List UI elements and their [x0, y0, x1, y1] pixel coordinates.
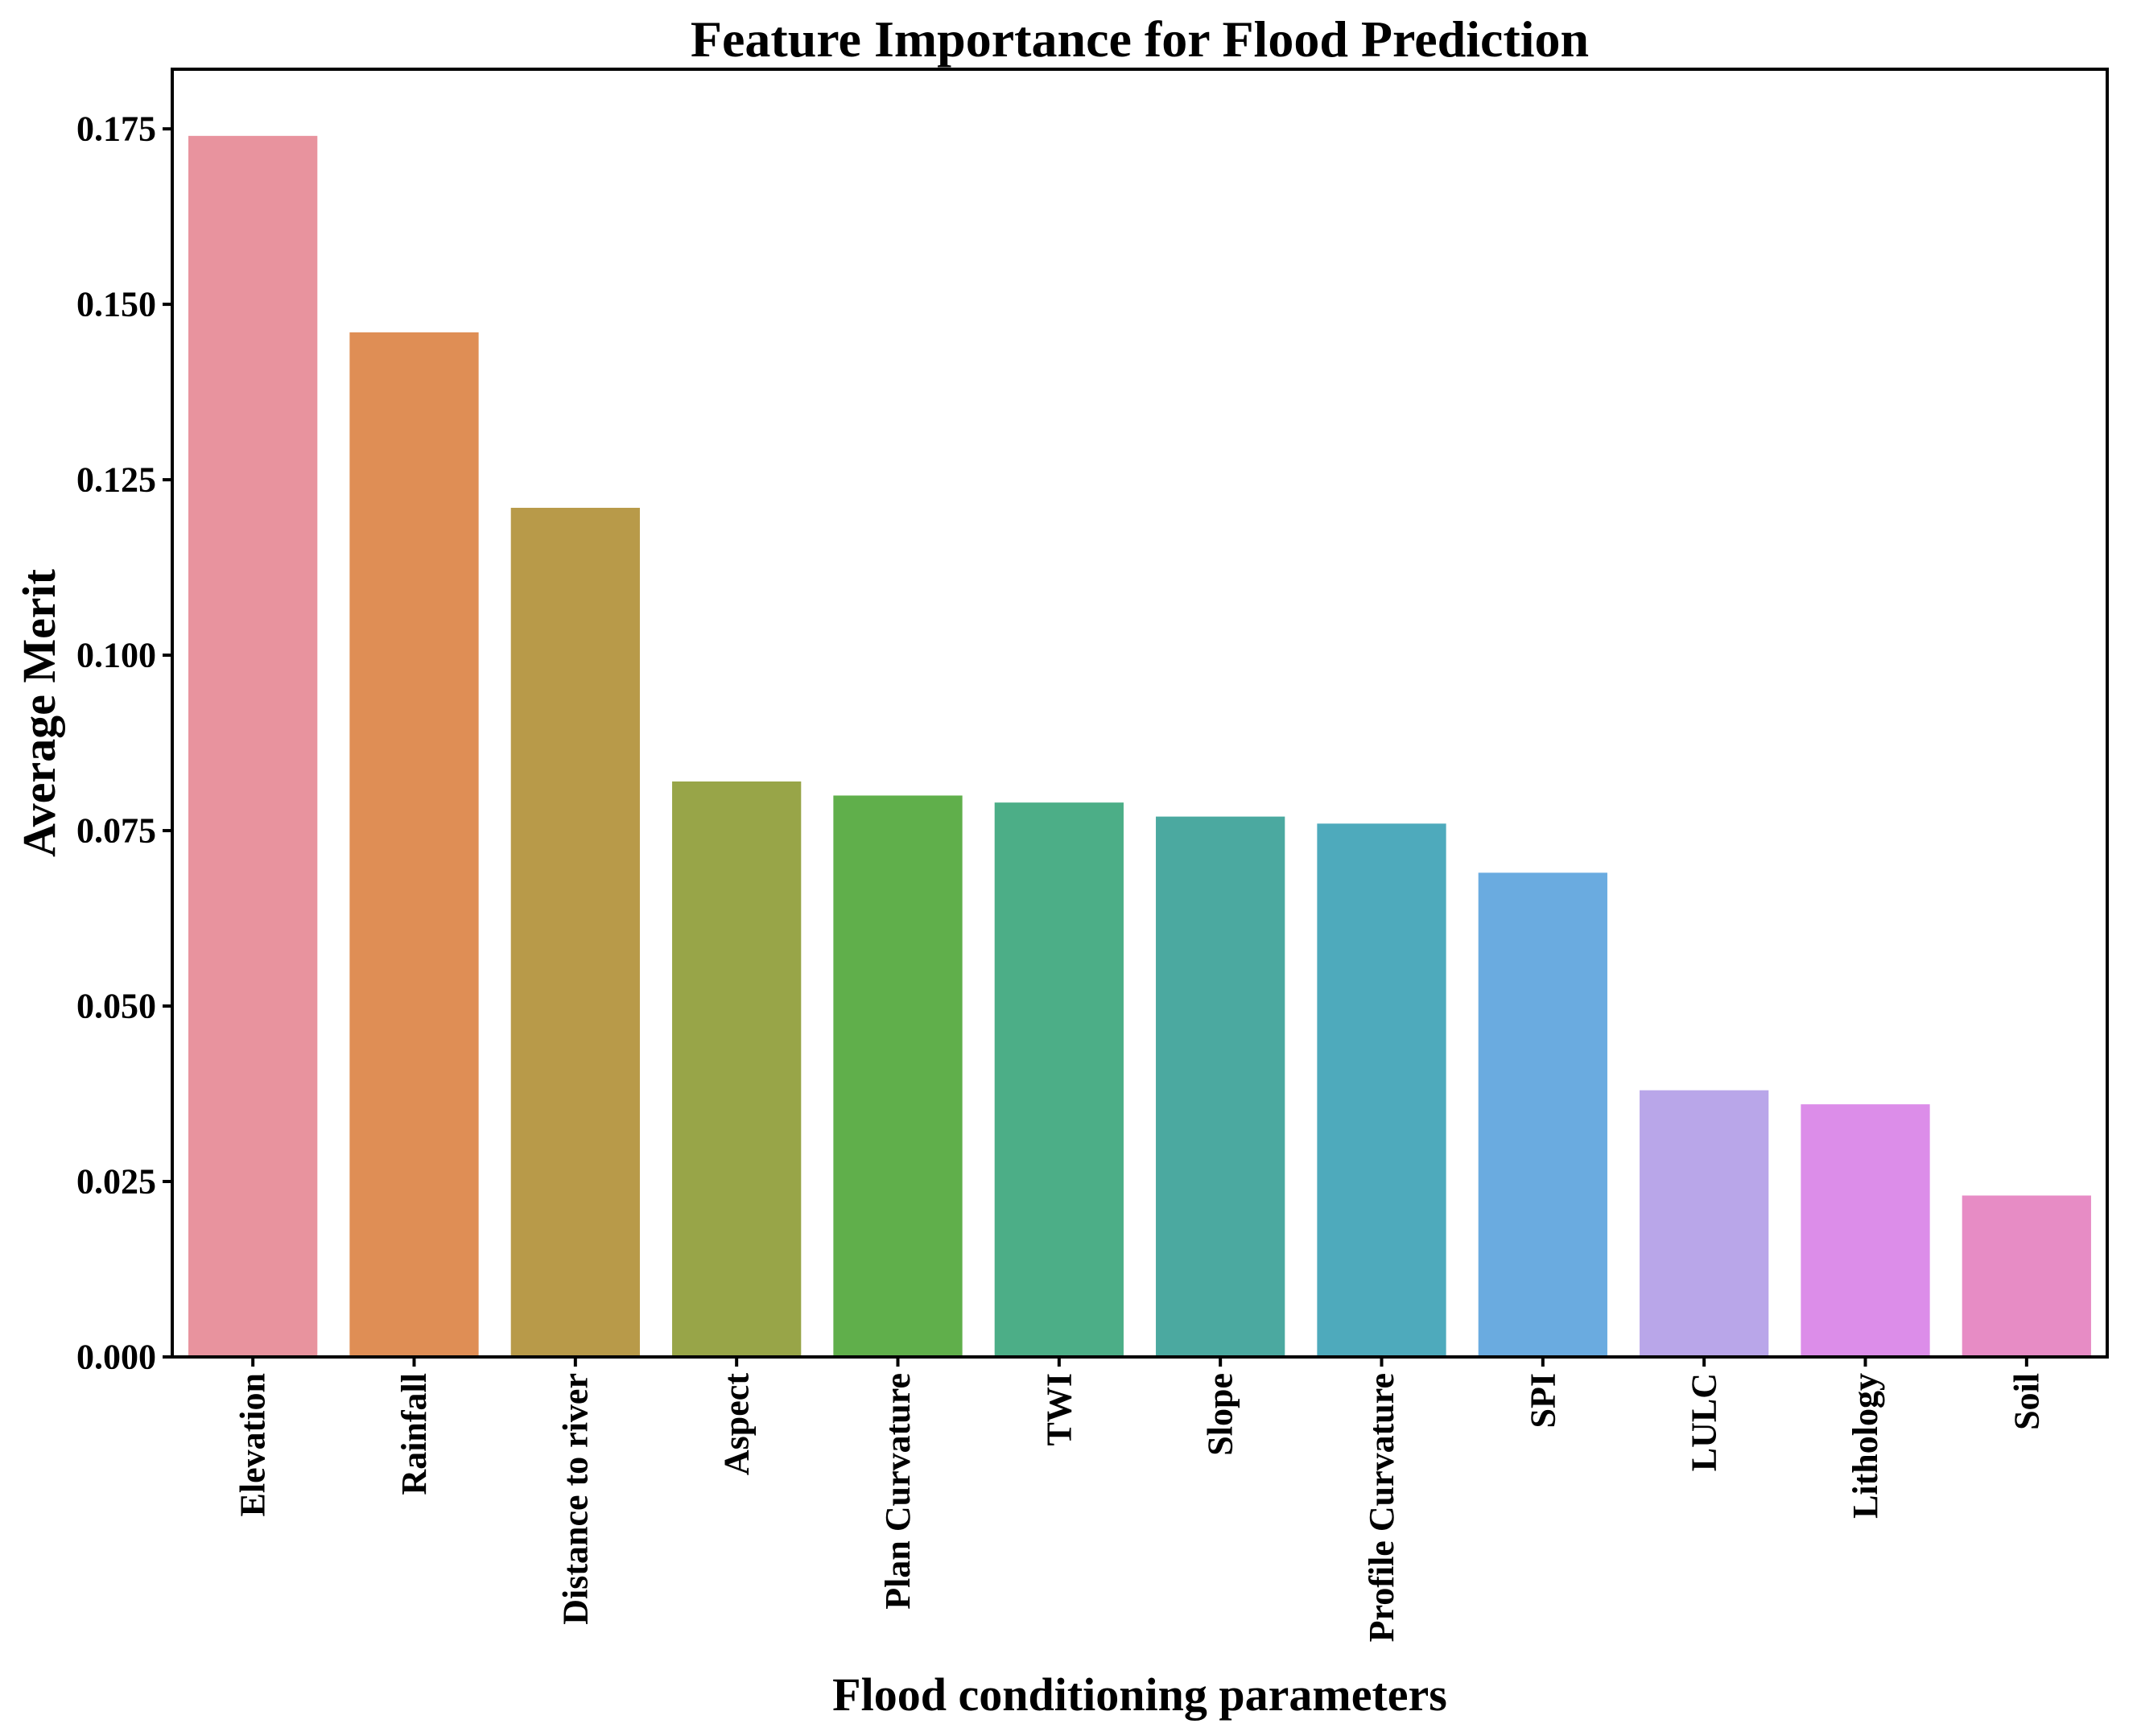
bar-distance-to-river	[510, 507, 640, 1357]
bar-slope	[1156, 816, 1285, 1357]
y-tick-label: 0.000	[76, 1338, 156, 1377]
bar-lithology	[1801, 1104, 1930, 1357]
x-tick-label: Aspect	[717, 1373, 757, 1475]
x-tick-label: Distance to river	[555, 1373, 595, 1625]
x-tick-label: Lithology	[1846, 1373, 1885, 1519]
x-tick-label: Slope	[1201, 1373, 1240, 1456]
x-tick-label: Plan Curvature	[878, 1373, 918, 1610]
bar-profile-curvature	[1317, 823, 1446, 1357]
chart-title: Feature Importance for Flood Prediction	[691, 10, 1589, 68]
bar-rainfall	[349, 332, 479, 1357]
y-tick-label: 0.025	[76, 1162, 156, 1202]
y-axis: 0.000 0.025 0.050 0.075 0.100 0.125 0.150 0.175	[76, 109, 172, 1377]
y-tick-label: 0.125	[76, 460, 156, 500]
x-axis-label: Flood conditioning parameters	[832, 1668, 1447, 1721]
x-axis: Elevation Rainfall Distance to river Aspect…	[233, 1357, 2046, 1642]
x-tick-label: TWI	[1039, 1373, 1079, 1445]
bars-group	[188, 135, 2091, 1358]
plot-frame	[171, 68, 2109, 1359]
x-tick-label: Profile Curvature	[1362, 1373, 1401, 1642]
y-tick-label: 0.175	[76, 109, 156, 149]
y-axis-label: Average Merit	[13, 568, 65, 857]
y-tick-label: 0.075	[76, 811, 156, 851]
x-tick-label: Elevation	[233, 1373, 273, 1516]
y-tick-label: 0.100	[76, 636, 156, 675]
y-tick-label: 0.150	[76, 285, 156, 324]
x-tick-label: Soil	[2007, 1373, 2046, 1430]
x-tick-label: SPI	[1523, 1373, 1562, 1428]
y-tick-label: 0.050	[76, 987, 156, 1026]
bar-lulc	[1640, 1090, 1769, 1357]
x-tick-label: LULC	[1685, 1373, 1724, 1471]
bar-aspect	[672, 781, 802, 1357]
bar-twi	[994, 802, 1124, 1357]
bar-elevation	[188, 135, 318, 1358]
bar-plan-curvature	[833, 795, 963, 1357]
bar-soil	[1962, 1195, 2091, 1357]
x-tick-label: Rainfall	[394, 1373, 434, 1495]
bar-spi	[1478, 872, 1607, 1357]
